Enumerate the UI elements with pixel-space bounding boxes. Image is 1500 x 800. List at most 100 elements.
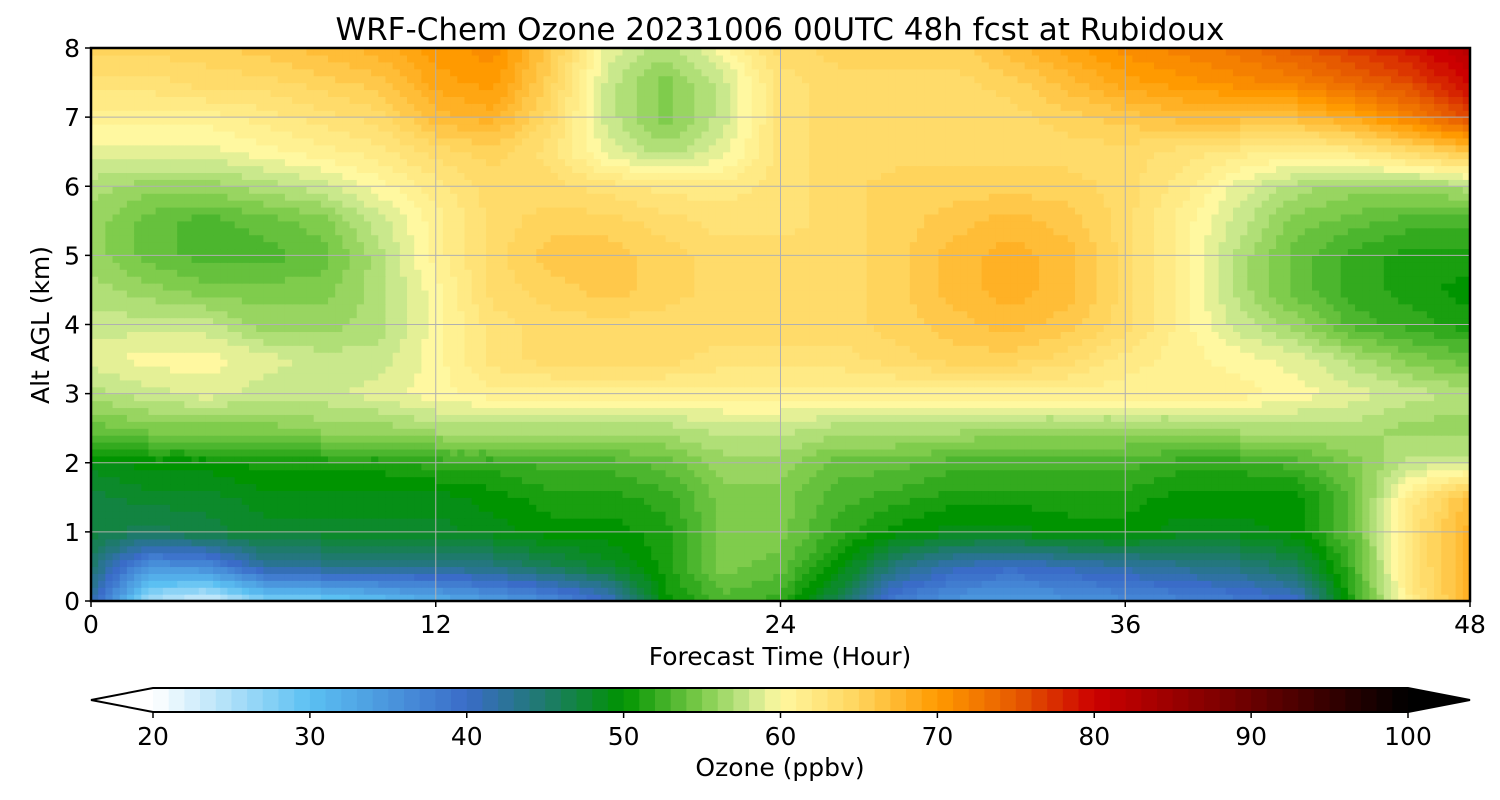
heatmap-cell [1455,531,1464,540]
heatmap-cell [1204,469,1213,478]
heatmap-cell [385,573,394,581]
heatmap-cell [794,580,803,588]
heatmap-cell [450,448,458,457]
heatmap-cell [636,476,645,485]
heatmap-cell [392,566,401,574]
heatmap-cell [241,587,250,595]
heatmap-cell [873,511,882,519]
heatmap-cell [1003,587,1011,595]
heatmap-cell [723,462,731,471]
heatmap-cell [1240,566,1248,574]
heatmap-cell [1347,448,1356,457]
heatmap-cell [1197,490,1205,498]
heatmap-cell [672,462,681,471]
heatmap-cell [1283,511,1292,519]
heatmap-cell [220,428,229,436]
heatmap-cell [1010,559,1019,568]
heatmap-cell [342,594,351,601]
heatmap-cell [1311,538,1320,547]
heatmap-cell [1398,483,1406,491]
heatmap-cell [342,580,351,588]
heatmap-cell [162,524,171,533]
heatmap-cell [399,545,408,554]
heatmap-cell [1153,428,1162,436]
heatmap-cell [995,559,1004,568]
heatmap-cell [1261,442,1270,450]
heatmap-cell [363,545,372,554]
heatmap-cell [205,462,214,471]
heatmap-cell [794,497,803,505]
heatmap-cell [270,428,279,436]
heatmap-cell [1103,490,1112,498]
heatmap-cell [313,573,322,581]
heatmap-cell [1326,435,1335,443]
heatmap-cell [1376,573,1385,581]
heatmap-cell [1362,442,1371,450]
heatmap-cell [694,421,703,429]
heatmap-cell [1362,587,1371,595]
heatmap-cell [1340,448,1349,457]
heatmap-cell [213,462,221,471]
heatmap-cell [916,545,925,554]
heatmap-cell [292,587,300,595]
heatmap-cell [421,448,430,457]
heatmap-cell [177,573,185,581]
heatmap-cell [1441,573,1450,581]
heatmap-cell [1290,490,1299,498]
heatmap-cell [205,559,214,568]
heatmap-cell [866,552,875,561]
heatmap-cell [938,455,947,464]
heatmap-cell [435,428,444,436]
heatmap-cell [687,504,695,512]
heatmap-cell [629,462,638,471]
heatmap-cell [1426,538,1435,547]
heatmap-cell [162,421,171,429]
heatmap-cell [1010,497,1019,505]
heatmap-cell [191,566,200,574]
heatmap-cell [529,448,537,457]
heatmap-cell [306,518,315,526]
heatmap-cell [1125,462,1134,471]
heatmap-cell [708,421,717,429]
heatmap-cell [543,490,552,498]
heatmap-cell [945,511,954,519]
heatmap-cell [1118,448,1126,457]
heatmap-cell [1254,428,1263,436]
heatmap-cell [794,559,803,568]
heatmap-cell [1204,497,1213,505]
heatmap-cell [1426,455,1435,464]
heatmap-cell [521,497,530,505]
heatmap-cell [1347,531,1356,540]
heatmap-cell [1355,573,1363,581]
heatmap-cell [1297,504,1306,512]
heatmap-cell [378,462,387,471]
heatmap-cell [320,483,329,491]
heatmap-cell [1103,587,1112,595]
heatmap-cell [1074,559,1083,568]
heatmap-cell [112,518,121,526]
heatmap-cell [241,442,250,450]
heatmap-cell [277,490,286,498]
heatmap-cell [995,566,1004,574]
heatmap-cell [407,594,415,601]
heatmap-cell [521,442,530,450]
heatmap-cell [629,421,638,429]
heatmap-cell [1168,421,1177,429]
heatmap-cell [708,566,717,574]
heatmap-cell [988,483,997,491]
heatmap-cell [1039,448,1047,457]
heatmap-cell [859,448,868,457]
heatmap-cell [1254,483,1263,491]
heatmap-cell [572,524,580,533]
heatmap-cell [658,462,667,471]
heatmap-cell [184,580,193,588]
heatmap-cell [407,504,415,512]
heatmap-cell [1376,469,1385,478]
heatmap-cell [687,490,695,498]
heatmap-cell [407,559,415,568]
heatmap-cell [1060,455,1069,464]
heatmap-cell [170,566,178,574]
heatmap-cell [622,442,631,450]
heatmap-cell [500,455,509,464]
heatmap-cell [651,469,659,478]
